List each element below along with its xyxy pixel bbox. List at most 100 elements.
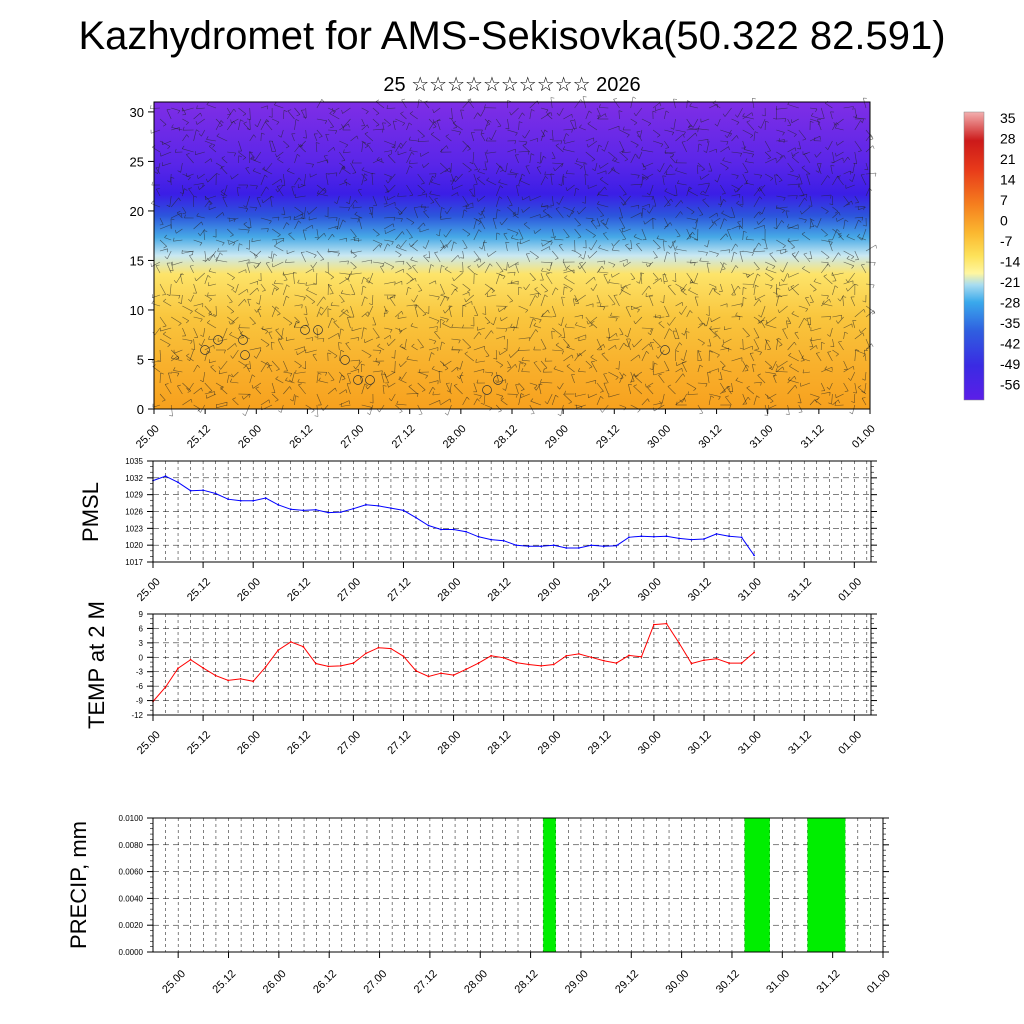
wind-barb — [630, 173, 640, 176]
wind-barb — [687, 393, 698, 395]
wind-barb-flag — [669, 222, 673, 226]
wind-barb — [801, 358, 811, 362]
wind-barb-flag — [579, 353, 583, 357]
wind-barb — [316, 250, 325, 260]
wind-barb — [473, 250, 480, 259]
wind-barb — [641, 398, 648, 406]
wind-barb-flag — [790, 285, 795, 288]
wind-barb-flag — [467, 145, 470, 149]
wind-barb-flag — [647, 386, 651, 388]
wind-barb — [630, 118, 638, 124]
wind-barb — [542, 239, 553, 247]
wind-barb-flag — [286, 222, 290, 226]
wind-barb-flag — [249, 151, 253, 153]
wind-barb-flag — [334, 227, 338, 230]
wind-barb-flag — [283, 279, 288, 281]
wind-barb-flag — [707, 372, 711, 374]
wind-barb-flag — [615, 317, 618, 322]
wind-barb — [339, 309, 348, 318]
wind-barb — [675, 228, 681, 237]
wind-barb — [229, 334, 239, 340]
wind-barb — [230, 316, 239, 325]
wind-barb — [619, 228, 627, 240]
wind-barb — [180, 162, 183, 173]
wind-barb — [825, 103, 833, 109]
wind-barb — [788, 272, 799, 278]
wind-barb-flag — [195, 121, 198, 125]
wind-barb-flag — [610, 312, 613, 317]
wind-barb — [249, 287, 258, 296]
wind-barb — [297, 349, 306, 356]
wind-barb-flag — [773, 117, 777, 120]
wind-barb-flag — [201, 387, 203, 392]
wind-barb-flag — [363, 327, 367, 330]
wind-barb — [350, 368, 359, 373]
wind-barb — [305, 283, 317, 286]
wind-barb-flag — [782, 366, 785, 371]
wind-barb — [503, 233, 508, 241]
wind-barb — [864, 350, 867, 362]
x-tick-label: 28.00 — [441, 423, 469, 451]
wind-barb-flag — [301, 109, 305, 111]
wind-barb — [561, 173, 564, 186]
wind-barb-flag — [430, 179, 434, 183]
wind-barb-flag — [657, 134, 661, 138]
wind-barb-flag — [603, 232, 607, 234]
wind-barb-flag — [186, 320, 189, 324]
wind-barb-flag — [793, 134, 797, 138]
wind-barb — [397, 151, 407, 156]
wind-barb-flag — [758, 320, 761, 324]
wind-barb — [521, 371, 530, 373]
wind-barb — [195, 151, 205, 155]
wind-barb-flag — [348, 274, 351, 278]
y-tick-label: 30 — [130, 105, 144, 120]
wind-barb-flag — [809, 301, 814, 303]
wind-barb-flag — [753, 248, 755, 252]
wind-barb-flag — [535, 329, 539, 333]
wind-barb-flag — [655, 355, 659, 359]
wind-barb — [227, 217, 236, 219]
wind-barb-flag — [636, 131, 641, 133]
wind-barb-flag — [453, 178, 456, 182]
wind-barb — [372, 158, 382, 164]
wind-barb — [641, 176, 643, 186]
wind-barb-flag — [451, 346, 454, 350]
wind-barb — [517, 206, 519, 215]
wind-barb — [204, 201, 210, 208]
wind-barb — [369, 404, 374, 415]
wind-barb-flag — [297, 378, 300, 383]
pmsl-series-line — [152, 475, 755, 556]
wind-barb-flag — [611, 303, 616, 306]
wind-barb — [681, 305, 687, 315]
wind-barb — [387, 294, 396, 300]
wind-barb — [249, 281, 258, 285]
wind-barb — [451, 118, 458, 128]
wind-barb-flag — [642, 175, 644, 180]
wind-barb-flag — [853, 116, 857, 118]
wind-barb-flag — [312, 268, 315, 273]
wind-barb-flag — [321, 99, 325, 103]
wind-barb — [333, 321, 340, 329]
wind-barb-flag — [462, 324, 464, 328]
wind-barb-flag — [544, 171, 546, 176]
wind-barb-flag — [699, 412, 703, 415]
wind-barb-flag — [406, 355, 409, 360]
wind-barb-flag — [571, 354, 574, 359]
wind-barb-flag — [646, 350, 650, 354]
wind-barb-flag — [363, 276, 367, 280]
wind-barb-flag — [430, 202, 435, 204]
wind-barb — [746, 121, 755, 131]
wind-barb — [322, 404, 329, 411]
wind-barb — [466, 206, 474, 210]
wind-barb — [507, 195, 513, 206]
wind-barb-flag — [491, 330, 494, 334]
wind-barb-flag — [603, 344, 606, 348]
wind-barb — [649, 206, 654, 214]
wind-barb — [518, 121, 520, 131]
wind-barb — [798, 140, 801, 149]
wind-barb-flag — [659, 102, 662, 107]
wind-barb — [742, 112, 753, 120]
wind-barb-flag — [849, 411, 853, 415]
wind-barb — [238, 119, 241, 131]
wind-barb-flag — [603, 373, 608, 375]
